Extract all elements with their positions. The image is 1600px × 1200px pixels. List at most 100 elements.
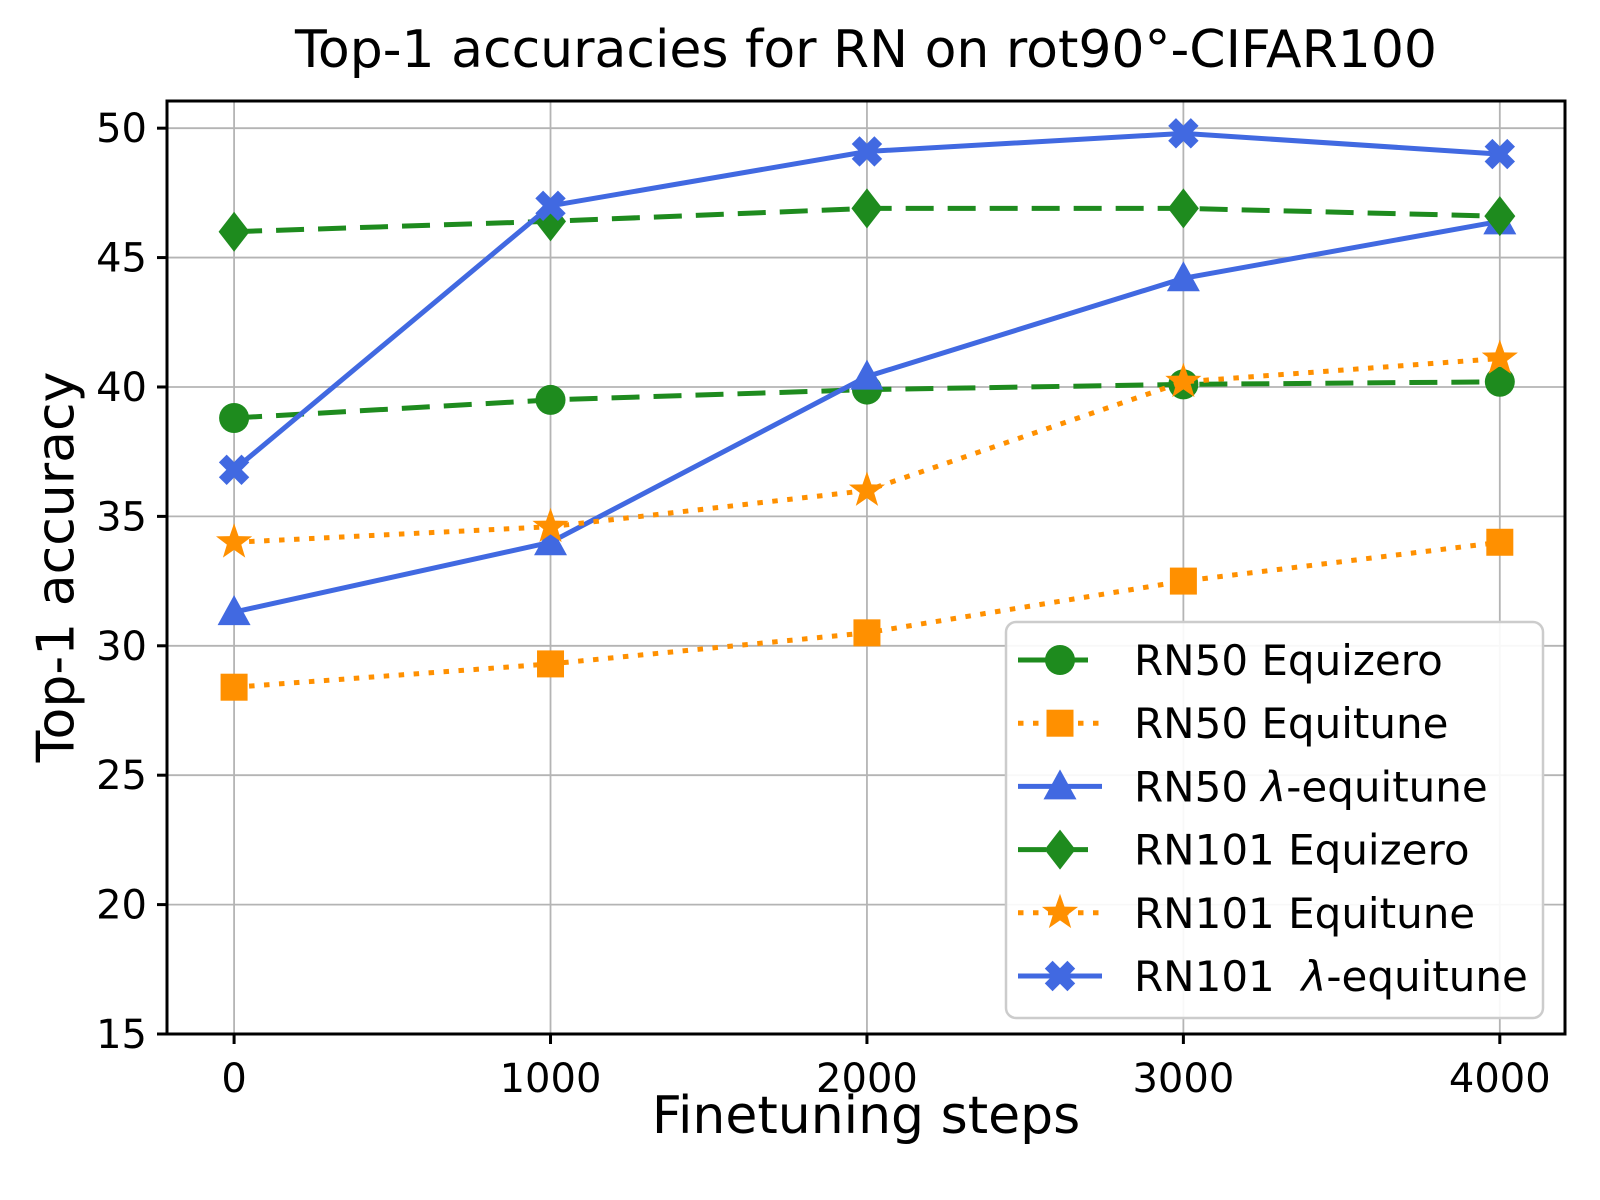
triangle-marker-shape — [217, 595, 251, 626]
y-tick-label-35: 35 — [96, 494, 147, 540]
legend-box — [1004, 620, 1545, 1020]
circle-marker-shape — [535, 384, 566, 415]
square-marker-shape — [853, 619, 881, 647]
marker-rn101-equizero-x2000 — [851, 188, 883, 229]
x-marker-shape — [851, 136, 883, 167]
marker-rn50-equitune-x1000 — [534, 525, 568, 556]
star-marker-shape — [216, 523, 253, 558]
chart-title: Top-1 accuracies for RN on rot90°-CIFAR1… — [294, 20, 1438, 80]
circle-marker-shape — [219, 403, 250, 434]
star-marker-shape — [1165, 362, 1202, 398]
square-marker-shape — [1169, 567, 1197, 595]
circle-marker-shape — [1045, 645, 1075, 675]
marker-rn50-equitune-x3000 — [1169, 567, 1197, 595]
marker-rn101-equitune-x1000 — [532, 507, 569, 543]
marker-rn101-equitune-x3000 — [1168, 118, 1199, 149]
square-marker-shape — [1046, 709, 1074, 737]
marker-rn50-equitune-x2000 — [850, 359, 884, 390]
legend-label-rn101-equizero: RN101 Equizero — [1134, 826, 1470, 875]
square-marker-shape — [537, 650, 565, 678]
x-tick-label-0: 0 — [221, 1056, 246, 1102]
x-marker-bar-2 — [1484, 138, 1516, 170]
y-tick-label-45: 45 — [96, 236, 147, 282]
x-tick-label-1000: 1000 — [500, 1056, 602, 1102]
marker-rn101-equizero-x4000 — [1484, 196, 1516, 237]
marker-rn50-equizero-x0 — [219, 403, 250, 434]
y-axis-label: Top-1 accuracy — [26, 371, 87, 763]
legend-star-icon — [1041, 893, 1079, 929]
legend-item-rn50-equitune: RN50 λ-equitune — [1018, 762, 1488, 811]
x-tick-label-3000: 3000 — [1132, 1056, 1234, 1102]
legend-label-rn101-equitune: RN101 Equitune — [1134, 889, 1475, 938]
marker-rn50-equitune-x2000 — [853, 619, 881, 647]
triangle-marker-shape — [850, 359, 884, 390]
x-axis-label: Finetuning steps — [651, 1086, 1081, 1146]
star-marker-shape — [532, 507, 569, 543]
y-tick-label-50: 50 — [96, 106, 147, 152]
legend-item-rn50-equizero: RN50 Equizero — [1018, 636, 1443, 685]
legend-label-rn50-equizero: RN50 Equizero — [1134, 636, 1443, 685]
marker-rn50-equitune-x3000 — [1166, 261, 1200, 292]
legend-circle-icon — [1045, 645, 1075, 675]
legend-item-rn101-equitune: RN101 Equitune — [1018, 889, 1475, 938]
legend-label-rn50-equitune: RN50 Equitune — [1134, 699, 1448, 748]
legend-square-icon — [1046, 709, 1074, 737]
legend-item-rn101-equizero: RN101 Equizero — [1018, 826, 1470, 875]
circle-marker-shape — [1484, 366, 1515, 397]
square-marker-shape — [220, 673, 248, 701]
diamond-marker-shape — [851, 188, 883, 229]
y-tick-label-20: 20 — [96, 883, 147, 929]
star-marker-shape — [1481, 339, 1518, 374]
x-marker-bar-2 — [851, 136, 883, 167]
square-marker-shape — [1486, 528, 1514, 556]
legend-item-rn50-equitune: RN50 Equitune — [1018, 699, 1448, 748]
x-marker-shape — [535, 190, 566, 222]
diamond-marker-shape — [1484, 196, 1516, 237]
legend-item-rn101-equitune: RN101 λ-equitune — [1018, 952, 1528, 1001]
diamond-marker-shape — [218, 211, 250, 252]
marker-rn50-equitune-x0 — [220, 673, 248, 701]
x-marker-bar-2 — [1044, 960, 1076, 992]
diamond-marker-shape — [1044, 829, 1076, 870]
marker-rn50-equizero-x1000 — [535, 384, 566, 415]
legend: RN50 Equizero RN50 Equitune RN50 λ-equitun… — [1004, 620, 1545, 1020]
x-marker-bar-2 — [535, 190, 566, 222]
marker-rn101-equitune-x4000 — [1481, 339, 1518, 374]
x-marker-shape — [1044, 960, 1076, 992]
marker-rn101-equitune-x4000 — [1484, 138, 1516, 170]
x-tick-label-4000: 4000 — [1449, 1056, 1551, 1102]
marker-rn50-equizero-x4000 — [1484, 366, 1515, 397]
marker-rn50-equitune-x4000 — [1486, 528, 1514, 556]
star-marker-shape — [1041, 893, 1079, 929]
x-marker-bar-2 — [1168, 118, 1199, 149]
triangle-marker-shape — [1166, 261, 1200, 292]
marker-rn101-equitune-x2000 — [848, 471, 886, 506]
legend-label-rn101-equitune: RN101 λ-equitune — [1134, 952, 1528, 1001]
x-marker-shape — [1484, 138, 1516, 170]
x-marker-shape — [1168, 118, 1199, 149]
marker-rn101-equizero-x0 — [218, 211, 250, 252]
triangle-marker-shape — [534, 525, 568, 556]
marker-rn101-equitune-x0 — [218, 454, 250, 486]
marker-rn101-equizero-x3000 — [1167, 188, 1199, 229]
y-tick-label-40: 40 — [96, 365, 147, 411]
triangle-marker-shape — [1043, 769, 1077, 800]
legend-x-icon — [1044, 960, 1076, 992]
marker-rn101-equitune-x0 — [216, 523, 253, 558]
y-tick-label-30: 30 — [96, 624, 147, 670]
x-tick-label-2000: 2000 — [816, 1056, 918, 1102]
y-tick-label-25: 25 — [96, 753, 147, 799]
star-marker-shape — [848, 471, 886, 506]
legend-label-rn50-equitune: RN50 λ-equitune — [1134, 762, 1488, 811]
marker-rn50-equitune-x0 — [217, 595, 251, 626]
x-marker-bar-2 — [218, 454, 250, 486]
y-tick-label-15: 15 — [96, 1012, 147, 1058]
legend-triangle-icon — [1043, 769, 1077, 800]
marker-rn101-equitune-x1000 — [535, 190, 566, 222]
marker-rn50-equitune-x1000 — [537, 650, 565, 678]
x-marker-shape — [218, 454, 250, 486]
marker-rn101-equitune-x2000 — [851, 136, 883, 167]
marker-rn101-equitune-x3000 — [1165, 362, 1202, 398]
